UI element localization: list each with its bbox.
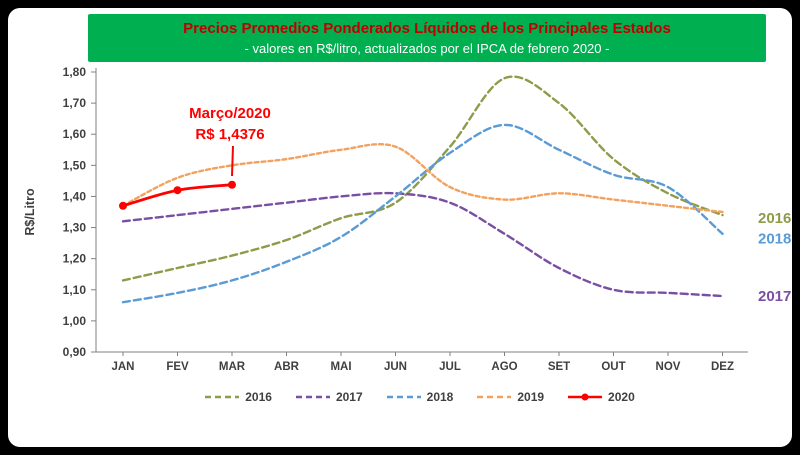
svg-text:1,80: 1,80 [63, 65, 87, 79]
svg-text:1,40: 1,40 [63, 189, 87, 203]
svg-text:2016: 2016 [758, 210, 791, 227]
svg-text:FEV: FEV [166, 361, 189, 373]
line-chart: 1,80 1,70 1,60 1,50 1,40 1,30 1,20 1,10 1,00 0,90… [23, 65, 791, 373]
svg-text:1,00: 1,00 [63, 314, 87, 328]
legend-swatch-icon [205, 395, 240, 399]
svg-text:AGO: AGO [491, 361, 517, 373]
legend-label: 2016 [245, 390, 272, 404]
svg-text:1,60: 1,60 [63, 127, 87, 141]
svg-text:2018: 2018 [758, 230, 791, 247]
legend-item-2016: 2016 [205, 390, 272, 404]
legend-item-2017: 2017 [295, 390, 363, 404]
svg-text:NOV: NOV [656, 361, 681, 373]
svg-text:MAI: MAI [330, 361, 351, 373]
svg-text:1,50: 1,50 [63, 158, 87, 172]
svg-text:DEZ: DEZ [711, 361, 734, 373]
chart-legend: 2016 2017 2018 2019 2020 [48, 390, 792, 404]
chart-subtitle: - valores en R$/litro, actualizados por … [244, 41, 610, 56]
legend-swatch-icon [295, 395, 330, 399]
svg-text:0,90: 0,90 [63, 345, 87, 359]
svg-text:ABR: ABR [274, 361, 300, 373]
svg-text:R$/Litro: R$/Litro [23, 188, 37, 236]
legend-swatch-icon [477, 395, 512, 399]
svg-text:OUT: OUT [601, 361, 625, 373]
svg-text:MAR: MAR [219, 361, 246, 373]
svg-text:1,20: 1,20 [63, 252, 87, 266]
svg-text:2017: 2017 [758, 288, 791, 305]
legend-item-2020: 2020 [568, 390, 635, 404]
svg-text:1,10: 1,10 [63, 283, 87, 297]
svg-text:R$ 1,4376: R$ 1,4376 [195, 126, 264, 143]
legend-swatch-icon [386, 395, 421, 399]
legend-label: 2020 [608, 390, 635, 404]
chart-title: Precios Promedios Ponderados Líquidos de… [183, 20, 671, 37]
legend-label: 2018 [426, 390, 454, 404]
legend-item-2018: 2018 [386, 390, 454, 404]
legend-label: 2017 [335, 390, 363, 404]
chart-header: Precios Promedios Ponderados Líquidos de… [88, 14, 766, 62]
svg-text:JUN: JUN [384, 361, 407, 373]
svg-text:Março/2020: Março/2020 [189, 105, 271, 122]
legend-label: 2019 [517, 390, 545, 404]
chart-card: Precios Promedios Ponderados Líquidos de… [8, 8, 792, 447]
svg-text:1,70: 1,70 [63, 96, 87, 110]
svg-text:1,30: 1,30 [63, 221, 87, 235]
legend-swatch-icon [568, 393, 603, 401]
svg-text:JAN: JAN [111, 361, 134, 373]
legend-item-2019: 2019 [477, 390, 544, 404]
svg-text:JUL: JUL [439, 361, 461, 373]
svg-text:SET: SET [548, 361, 570, 373]
